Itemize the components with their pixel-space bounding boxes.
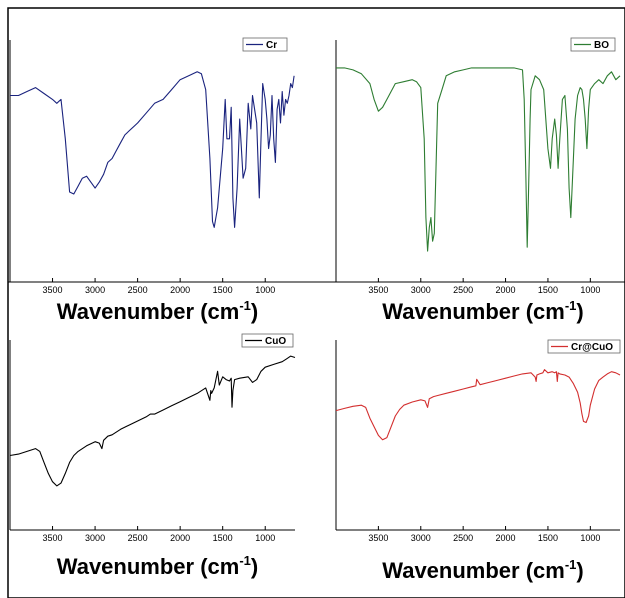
x-tick-label: 1500 (213, 285, 233, 295)
x-tick-label: 2500 (453, 285, 473, 295)
series-line-cuo (9, 355, 296, 487)
x-axis-title: Wavenumber (cm-1) (382, 557, 583, 583)
x-axis-title: Wavenumber (cm-1) (57, 298, 258, 324)
x-axis-title: Wavenumber (cm-1) (57, 553, 258, 579)
x-axis-title: Wavenumber (cm-1) (382, 298, 583, 324)
x-tick-label: 2500 (128, 533, 148, 543)
x-tick-label: 3000 (85, 533, 105, 543)
legend-box (547, 339, 621, 354)
legend: Cr (242, 37, 288, 52)
x-tick-label: 1500 (538, 533, 558, 543)
legend-label: Cr@CuO (571, 342, 613, 353)
x-tick-label: 1500 (538, 285, 558, 295)
x-tick-label: 1000 (580, 533, 600, 543)
series-line-cr-cuo (335, 369, 621, 441)
legend: Cr@CuO (547, 339, 621, 354)
panel-cr: 3500 3000 2500 2000 1500 1000 Wavenumber (cm-1… (9, 37, 295, 324)
legend-box (242, 37, 288, 52)
panel-cuo: 3500 3000 2500 2000 1500 1000 Wavenumber (cm-1… (9, 333, 296, 579)
x-tick-label: 1000 (255, 533, 275, 543)
legend-label: CuO (265, 336, 286, 347)
x-tick-label: 2000 (170, 533, 190, 543)
series-line-bo (336, 67, 621, 252)
legend: BO (570, 37, 616, 52)
x-tick-label: 3500 (368, 533, 388, 543)
x-tick-label: 3500 (43, 533, 63, 543)
x-tick-label: 2000 (496, 533, 516, 543)
spectra-panels: 3500 3000 2500 2000 1500 1000 Wavenumber (cm-1… (9, 37, 621, 583)
series-line-cr (10, 71, 295, 228)
legend-label: BO (594, 40, 609, 51)
x-tick-label: 1500 (213, 533, 233, 543)
panel-bo: 3500 3000 2500 2000 1500 1000 Wavenumber (cm-1… (335, 37, 621, 324)
x-tick-label: 3000 (411, 533, 431, 543)
x-tick-label: 1000 (255, 285, 275, 295)
x-tick-label: 2000 (496, 285, 516, 295)
x-tick-label: 1000 (580, 285, 600, 295)
legend-box (570, 37, 616, 52)
x-tick-label: 3500 (43, 285, 63, 295)
legend: CuO (241, 333, 294, 348)
figure-border (7, 7, 625, 598)
x-tick-label: 3500 (368, 285, 388, 295)
x-tick-label: 3000 (411, 285, 431, 295)
x-tick-label: 3000 (85, 285, 105, 295)
x-tick-label: 2500 (128, 285, 148, 295)
x-tick-label: 2500 (453, 533, 473, 543)
legend-label: Cr (266, 40, 277, 51)
legend-box (241, 333, 294, 348)
x-tick-label: 2000 (170, 285, 190, 295)
panel-cr-cuo: 3500 3000 2500 2000 1500 1000 Wavenumber (cm-1… (335, 339, 621, 583)
